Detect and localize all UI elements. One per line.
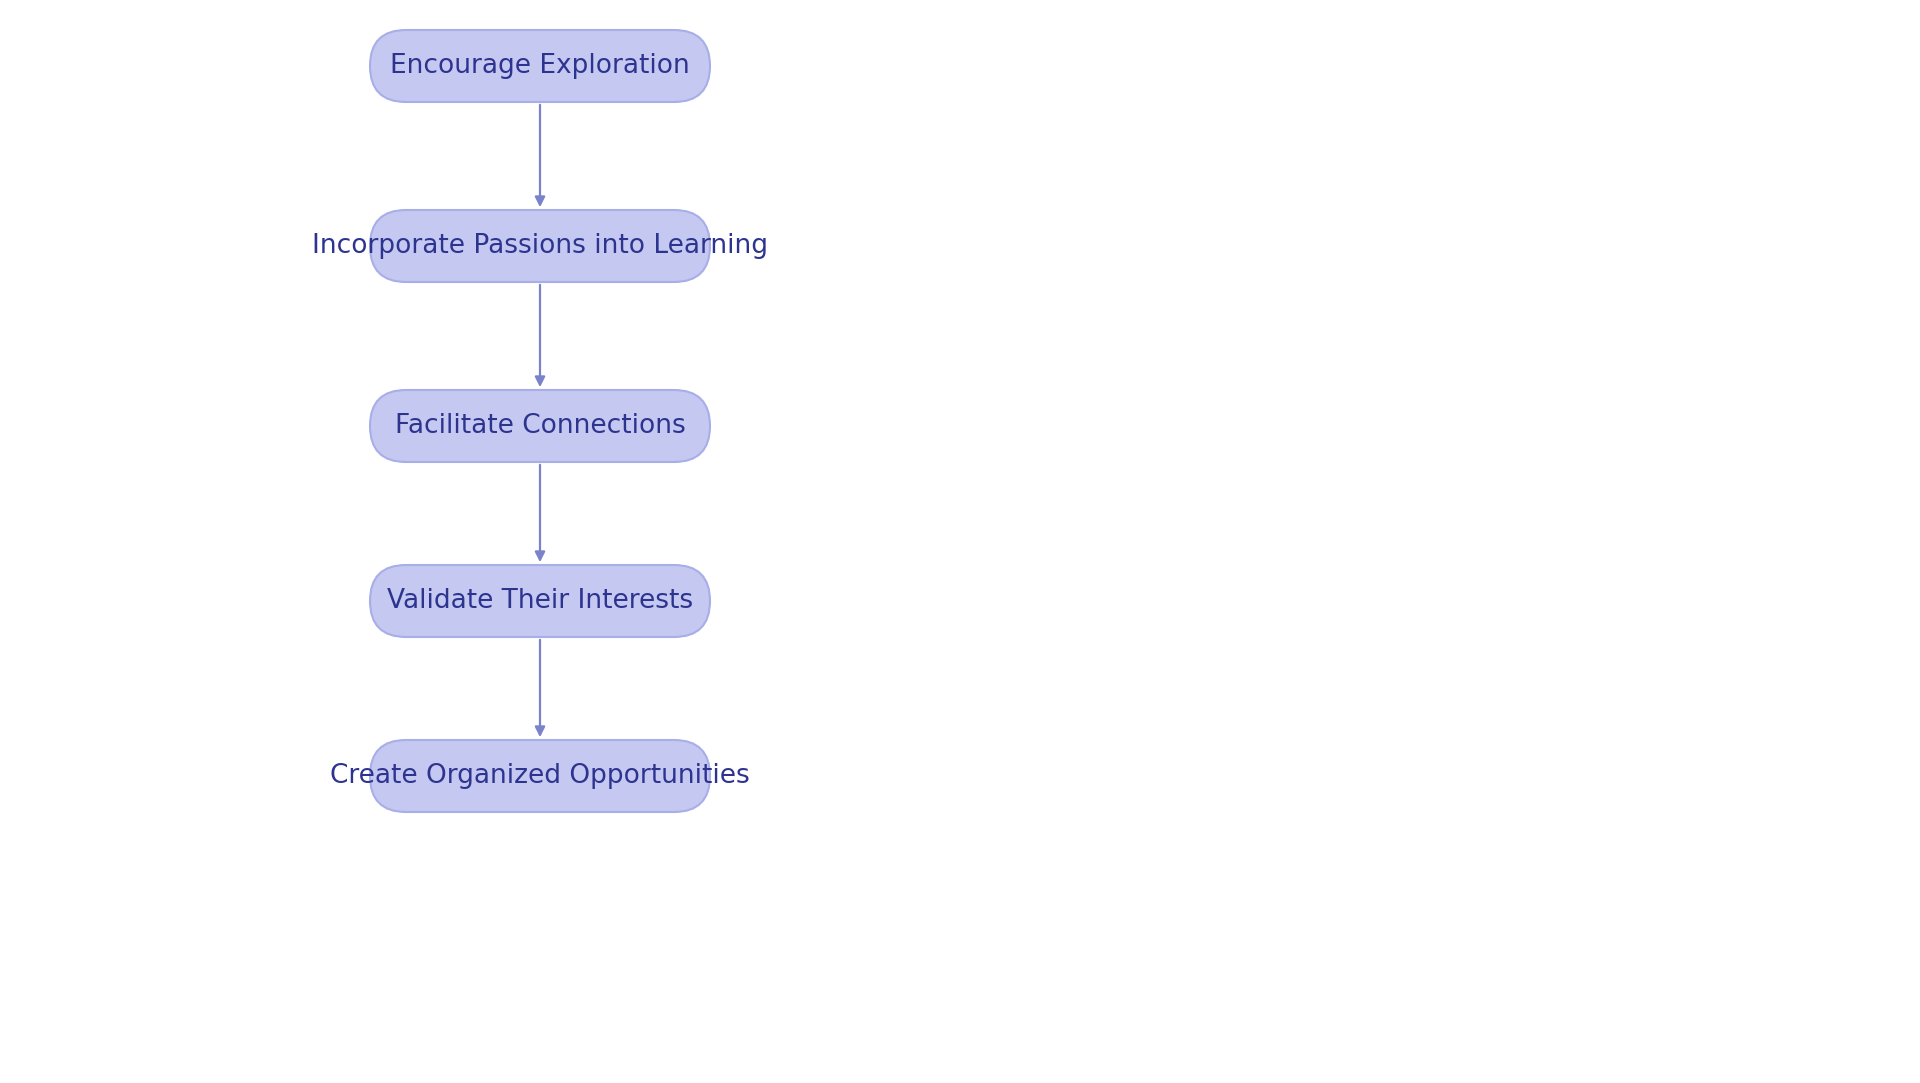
- FancyBboxPatch shape: [371, 210, 710, 282]
- FancyBboxPatch shape: [371, 30, 710, 102]
- Text: Encourage Exploration: Encourage Exploration: [390, 53, 689, 79]
- FancyBboxPatch shape: [371, 740, 710, 812]
- FancyBboxPatch shape: [371, 565, 710, 637]
- FancyBboxPatch shape: [371, 390, 710, 462]
- Text: Validate Their Interests: Validate Their Interests: [388, 588, 693, 614]
- Text: Incorporate Passions into Learning: Incorporate Passions into Learning: [311, 233, 768, 259]
- Text: Create Organized Opportunities: Create Organized Opportunities: [330, 764, 751, 790]
- Text: Facilitate Connections: Facilitate Connections: [396, 413, 685, 439]
